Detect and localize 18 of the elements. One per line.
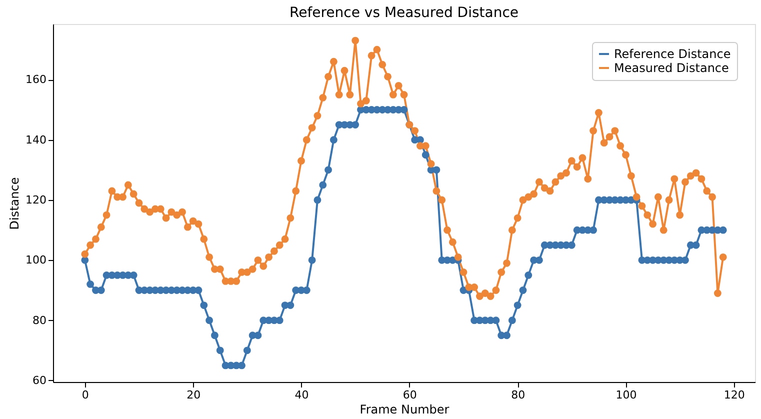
y-tick-label: 160 bbox=[26, 73, 46, 86]
x-tick-label: 60 bbox=[402, 388, 417, 402]
x-tick-label: 120 bbox=[724, 388, 745, 402]
x-tick-label: 100 bbox=[616, 388, 637, 402]
legend-label: Reference Distance bbox=[614, 47, 731, 61]
y-tick-label: 120 bbox=[26, 193, 46, 206]
x-axis-title: Frame Number bbox=[360, 402, 450, 416]
y-tick-label: 80 bbox=[32, 314, 46, 327]
legend-label: Measured Distance bbox=[614, 61, 729, 75]
x-tick-label: 40 bbox=[294, 388, 309, 402]
y-tick-label: 100 bbox=[26, 254, 46, 267]
x-tick-label: 20 bbox=[186, 388, 201, 402]
y-tick-label: 60 bbox=[32, 374, 46, 387]
x-tick-label: 80 bbox=[511, 388, 526, 402]
y-tick-label: 140 bbox=[26, 133, 46, 146]
y-axis-title: Distance bbox=[8, 177, 22, 230]
chart-title: Reference vs Measured Distance bbox=[289, 5, 519, 21]
x-tick-label: 0 bbox=[82, 388, 89, 402]
